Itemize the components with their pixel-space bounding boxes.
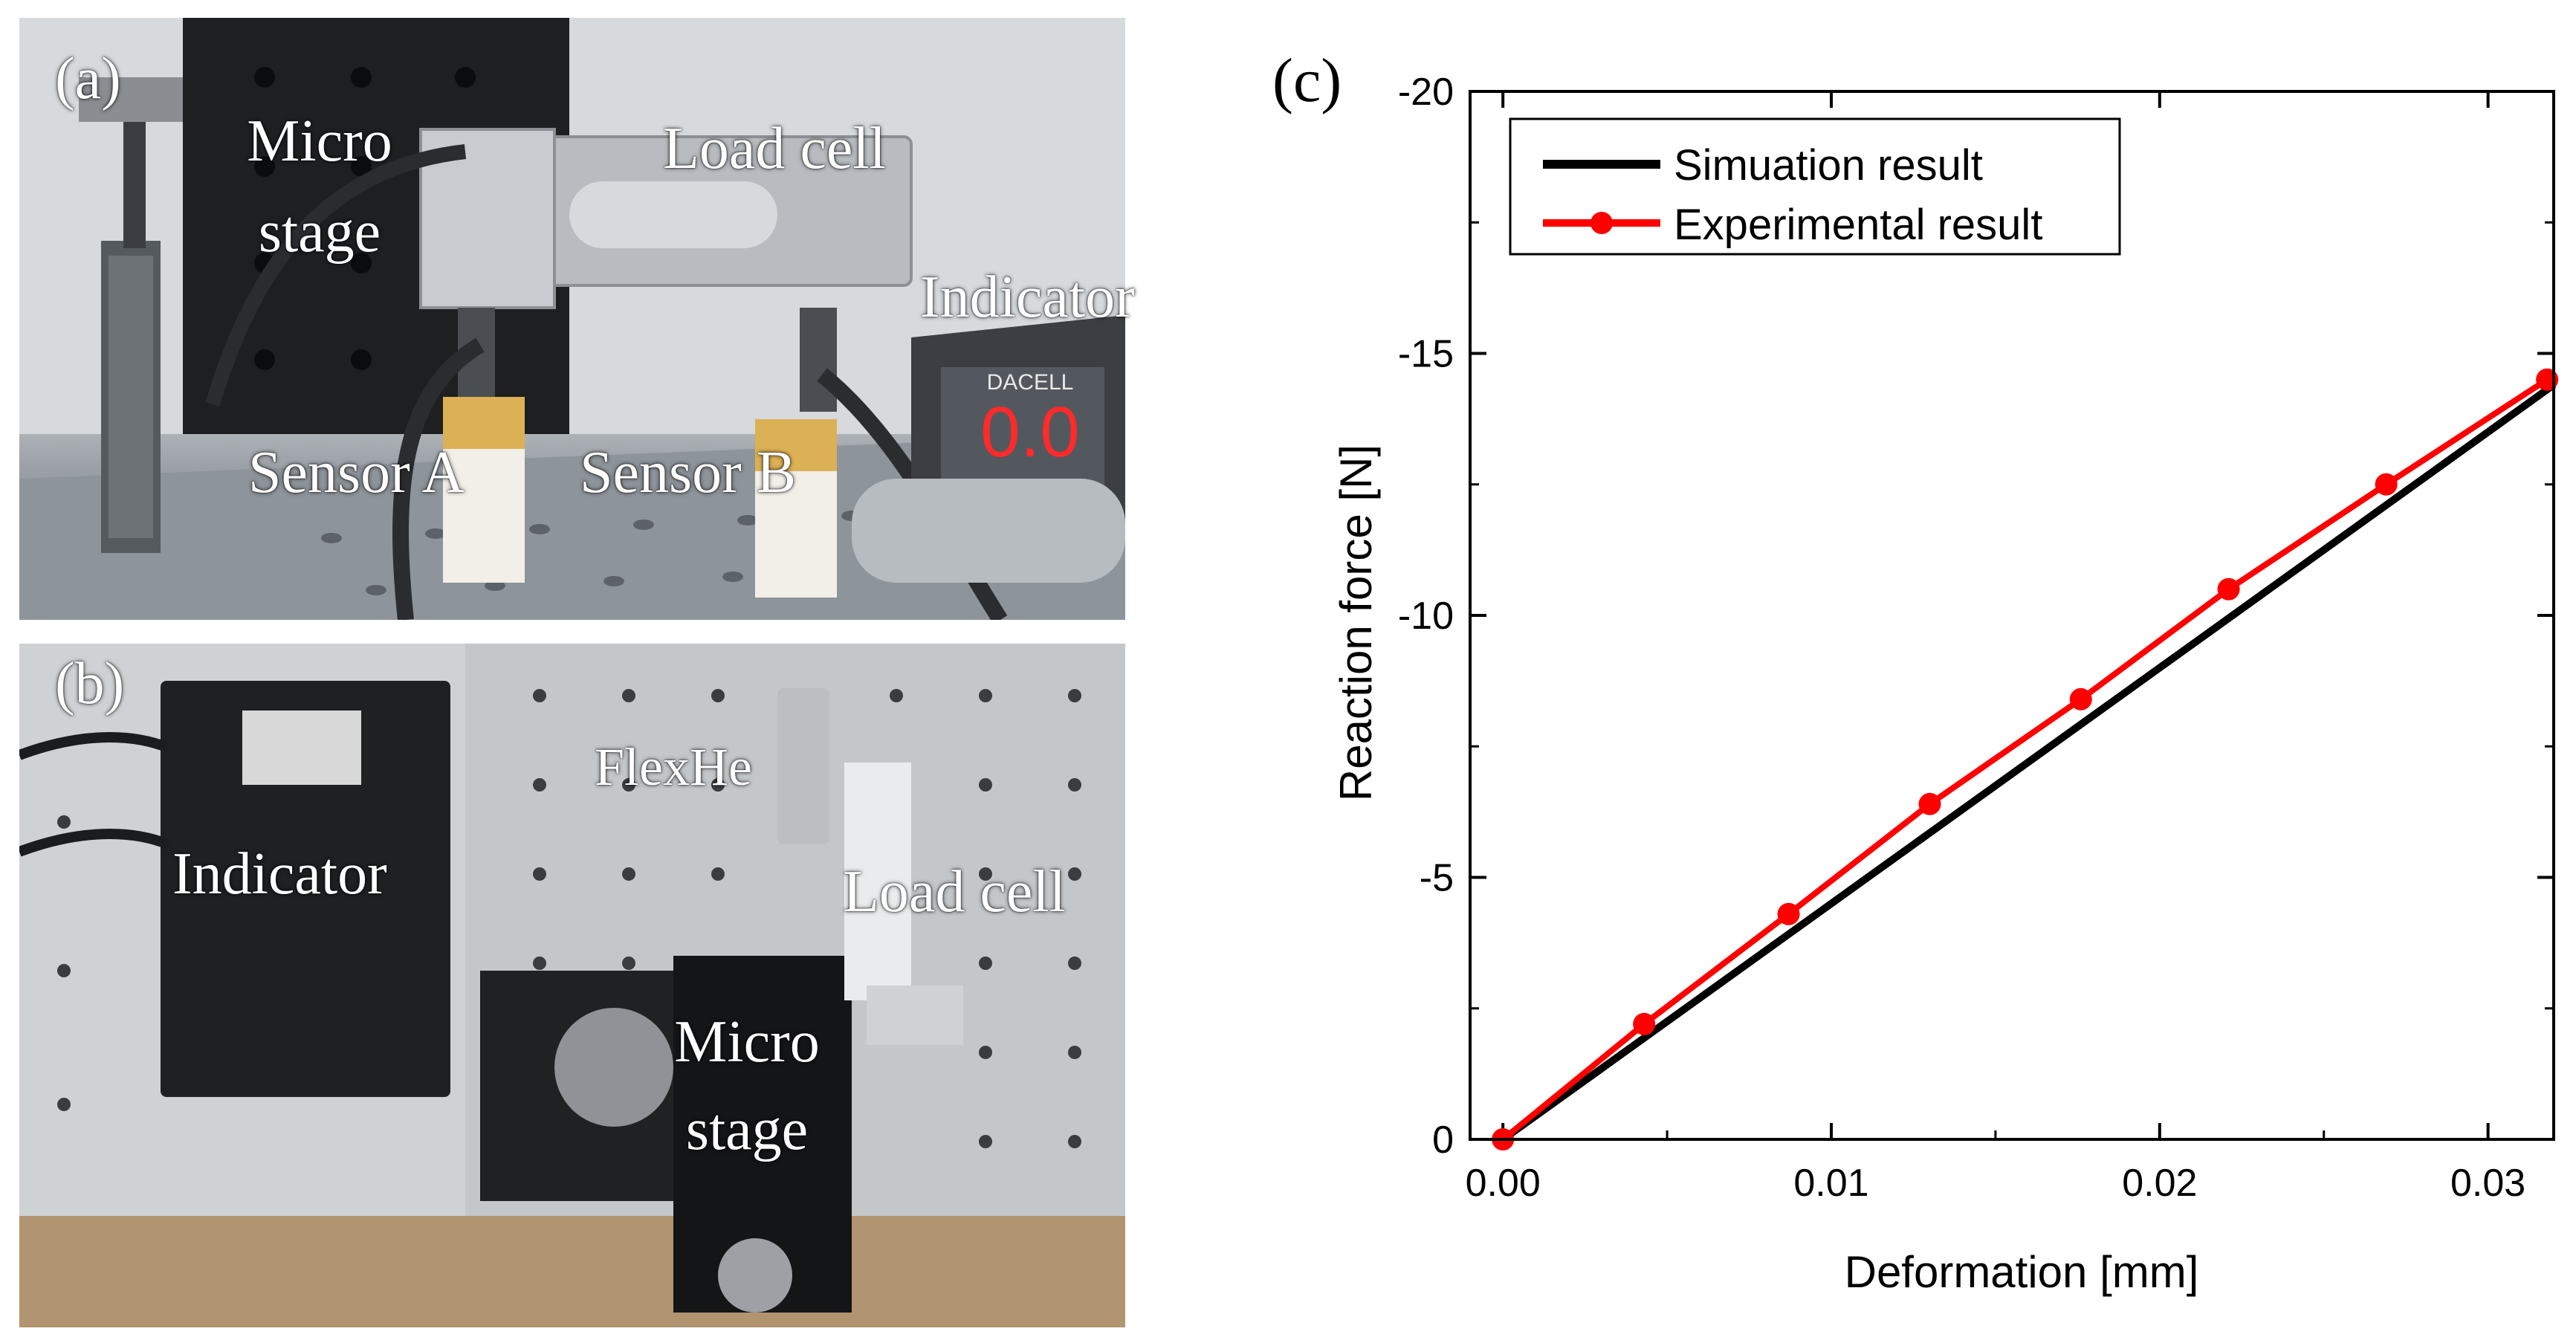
panel-c-label: (c) <box>1272 46 1342 115</box>
photo-panel-b <box>19 644 1125 1327</box>
y-tick-label: -10 <box>1398 595 1454 638</box>
experimental-point <box>2069 687 2092 711</box>
y-tick-label: -20 <box>1398 71 1454 114</box>
panel-b-label: (b) <box>55 651 125 716</box>
y-axis-title: Reaction force [N] <box>1331 444 1381 801</box>
y-tick-label: 0 <box>1432 1119 1454 1162</box>
chart-ticks-group: 0.00 0.01 0.02 0.03 0 -5 -10 -15 -20 <box>1398 71 2554 1205</box>
panel-a-indicator-label: Indicator <box>920 265 1135 330</box>
legend-box <box>1509 117 2121 256</box>
panel-a-sensor-a-label: Sensor A <box>248 440 465 505</box>
x-tick-label: 0.00 <box>1466 1162 1541 1205</box>
y-tick-label: -15 <box>1398 333 1454 376</box>
legend-label-experimental: Experimental result <box>1674 201 2042 249</box>
panel-b-stage-label: stage <box>685 1097 809 1162</box>
indicator-display-value: 0.0 <box>980 392 1079 472</box>
legend-label-simulation: Simuation result <box>1674 141 1983 190</box>
series-line-simulation <box>1501 381 2556 1143</box>
plot-frame <box>1469 90 2555 1141</box>
panel-a-load-cell-label: Load cell <box>663 116 886 181</box>
chart-series-group <box>1492 368 2559 1151</box>
experimental-point <box>1918 792 1941 815</box>
experimental-point <box>2217 577 2240 601</box>
panel-a-label: (a) <box>55 46 121 111</box>
experimental-point <box>1777 902 1800 925</box>
panel-a-stage-label: stage <box>258 199 381 265</box>
experimental-point <box>2375 473 2398 496</box>
panel-b-flexhe-label: FlexHe <box>595 737 752 797</box>
chart-legend: Simuation result Experimental result <box>1509 117 2121 256</box>
experimental-point <box>1633 1012 1656 1035</box>
x-tick-label: 0.03 <box>2450 1162 2525 1205</box>
panel-a-sensor-b-label: Sensor B <box>580 440 797 505</box>
series-line-experimental <box>1501 377 2549 1142</box>
legend-marker-experimental <box>1590 212 1613 234</box>
panel-b-micro-label: Micro <box>674 1009 820 1075</box>
panel-a-micro-label: Micro <box>247 109 392 174</box>
y-tick-label: -5 <box>1420 857 1454 900</box>
x-tick-label: 0.01 <box>1793 1162 1868 1205</box>
photo-a-illustration: 0.0 DACELL <box>19 18 1125 620</box>
x-tick-label: 0.02 <box>2122 1162 2197 1205</box>
photo-b-illustration <box>19 644 1125 1327</box>
panel-b-indicator-label: Indicator <box>172 841 387 907</box>
x-axis-title: Deformation [mm] <box>1845 1247 2199 1297</box>
panel-b-load-cell-label: Load cell <box>843 859 1066 925</box>
indicator-brand-text: DACELL <box>987 370 1074 395</box>
photo-panel-a: 0.0 DACELL <box>19 18 1125 620</box>
